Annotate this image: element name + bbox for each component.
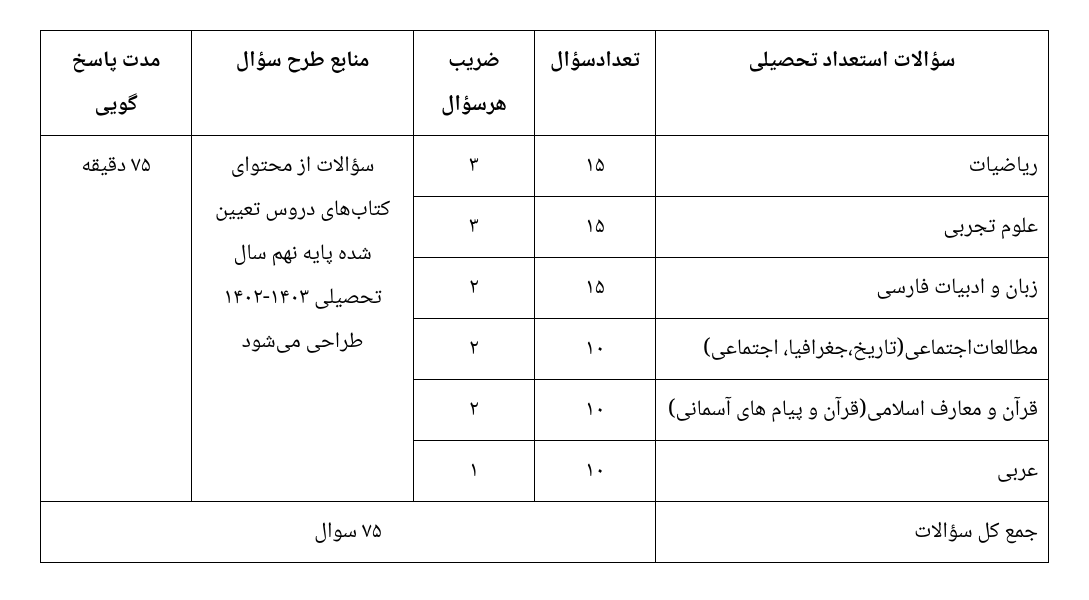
count-cell: ۱۵ (534, 136, 655, 197)
subject-cell: علوم تجربی (655, 197, 1048, 258)
col-subject: سؤالات استعداد تحصیلی (655, 31, 1048, 136)
coef-cell: ۱ (413, 441, 534, 502)
col-coef: ضریب هرسؤال (413, 31, 534, 136)
count-cell: ۱۰ (534, 319, 655, 380)
time-cell: ۷۵ دقیقه (41, 136, 192, 502)
subject-cell: زبان و ادبیات فارسی (655, 258, 1048, 319)
total-row: جمع کل سؤالات ۷۵ سوال (41, 502, 1049, 563)
header-row: سؤالات استعداد تحصیلی تعدادسؤال ضریب هرس… (41, 31, 1049, 136)
subject-cell: مطالعات‌اجتماعی(تاریخ،جغرافیا، اجتماعی) (655, 319, 1048, 380)
source-cell: سؤالات از محتوای کتاب‌های دروس تعیین شده… (192, 136, 414, 502)
count-cell: ۱۵ (534, 258, 655, 319)
aptitude-table: سؤالات استعداد تحصیلی تعدادسؤال ضریب هرس… (40, 30, 1049, 563)
total-value: ۷۵ سوال (41, 502, 656, 563)
coef-cell: ۲ (413, 319, 534, 380)
col-count: تعدادسؤال (534, 31, 655, 136)
count-cell: ۱۰ (534, 380, 655, 441)
coef-cell: ۲ (413, 258, 534, 319)
total-label: جمع کل سؤالات (655, 502, 1048, 563)
col-time: مدت پاسخ گویی (41, 31, 192, 136)
coef-cell: ۳ (413, 136, 534, 197)
count-cell: ۱۰ (534, 441, 655, 502)
coef-cell: ۳ (413, 197, 534, 258)
subject-cell: قرآن و معارف اسلامی(قرآن و پیام های آسما… (655, 380, 1048, 441)
coef-cell: ۲ (413, 380, 534, 441)
subject-cell: ریاضیات (655, 136, 1048, 197)
count-cell: ۱۵ (534, 197, 655, 258)
col-source: منابع طرح سؤال (192, 31, 414, 136)
table-row: ریاضیات ۱۵ ۳ سؤالات از محتوای کتاب‌های د… (41, 136, 1049, 197)
subject-cell: عربی (655, 441, 1048, 502)
